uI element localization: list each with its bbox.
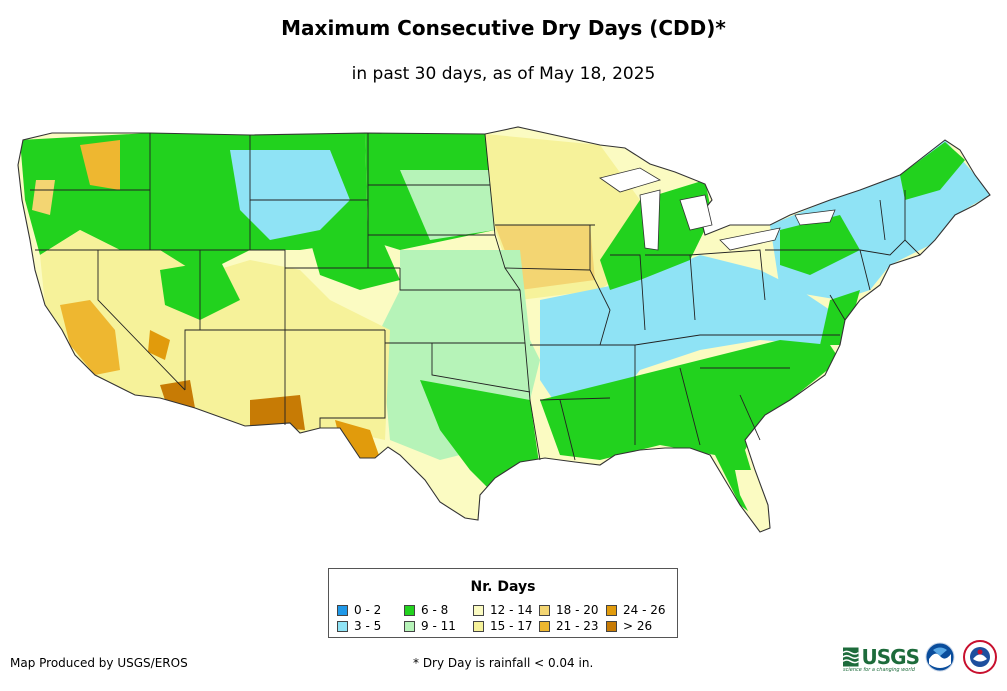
usgs-wave-icon bbox=[843, 647, 859, 667]
legend-swatch bbox=[539, 604, 550, 616]
legend-label: 15 - 17 bbox=[490, 619, 533, 633]
noaa-logo-icon bbox=[925, 642, 955, 672]
legend-item: 18 - 20 bbox=[539, 603, 599, 617]
legend-label: 21 - 23 bbox=[556, 619, 599, 633]
legend-item: 3 - 5 bbox=[337, 619, 381, 633]
legend-title: Nr. Days bbox=[470, 579, 536, 595]
legend-swatch bbox=[337, 604, 348, 616]
legend-swatch bbox=[606, 604, 617, 616]
legend-label: 0 - 2 bbox=[354, 603, 382, 617]
legend-swatch bbox=[539, 620, 550, 632]
legend-item: 21 - 23 bbox=[539, 619, 599, 633]
cdd-region-layer bbox=[18, 127, 990, 532]
legend-swatch bbox=[473, 620, 484, 632]
map-subtitle: in past 30 days, as of May 18, 2025 bbox=[351, 64, 656, 84]
legend-swatch bbox=[404, 604, 415, 616]
nws-logo-icon bbox=[963, 640, 997, 674]
legend-label: 24 - 26 bbox=[623, 603, 666, 617]
legend-swatch bbox=[404, 620, 415, 632]
usgs-tagline: science for a changing world bbox=[843, 667, 915, 673]
usgs-logo: USGS bbox=[843, 643, 920, 671]
legend-label: 6 - 8 bbox=[421, 603, 449, 617]
legend-item: 0 - 2 bbox=[337, 603, 381, 617]
map-title: Maximum Consecutive Dry Days (CDD)* bbox=[281, 16, 726, 40]
legend-item: 24 - 26 bbox=[606, 603, 666, 617]
legend-label: 18 - 20 bbox=[556, 603, 599, 617]
legend-item: 9 - 11 bbox=[404, 619, 456, 633]
legend-swatch bbox=[337, 620, 348, 632]
footnote-text: * Dry Day is rainfall < 0.04 in. bbox=[413, 656, 594, 670]
legend-item: 12 - 14 bbox=[473, 603, 533, 617]
us-cdd-map bbox=[17, 126, 991, 533]
legend-swatch bbox=[606, 620, 617, 632]
state-borders bbox=[17, 126, 991, 533]
legend-swatch bbox=[473, 604, 484, 616]
legend-label: 9 - 11 bbox=[421, 619, 456, 633]
legend-item: > 26 bbox=[606, 619, 652, 633]
great-lakes bbox=[599, 167, 836, 251]
legend-panel: Nr. Days 0 - 2 3 - 5 6 - 8 9 - 11 12 - 1… bbox=[328, 568, 678, 638]
credit-text: Map Produced by USGS/EROS bbox=[10, 656, 188, 670]
legend-label: > 26 bbox=[623, 619, 653, 633]
legend-item: 15 - 17 bbox=[473, 619, 533, 633]
legend-label: 3 - 5 bbox=[354, 619, 382, 633]
usgs-wordmark: USGS bbox=[861, 645, 920, 669]
legend-item: 6 - 8 bbox=[404, 603, 448, 617]
legend-label: 12 - 14 bbox=[490, 603, 533, 617]
